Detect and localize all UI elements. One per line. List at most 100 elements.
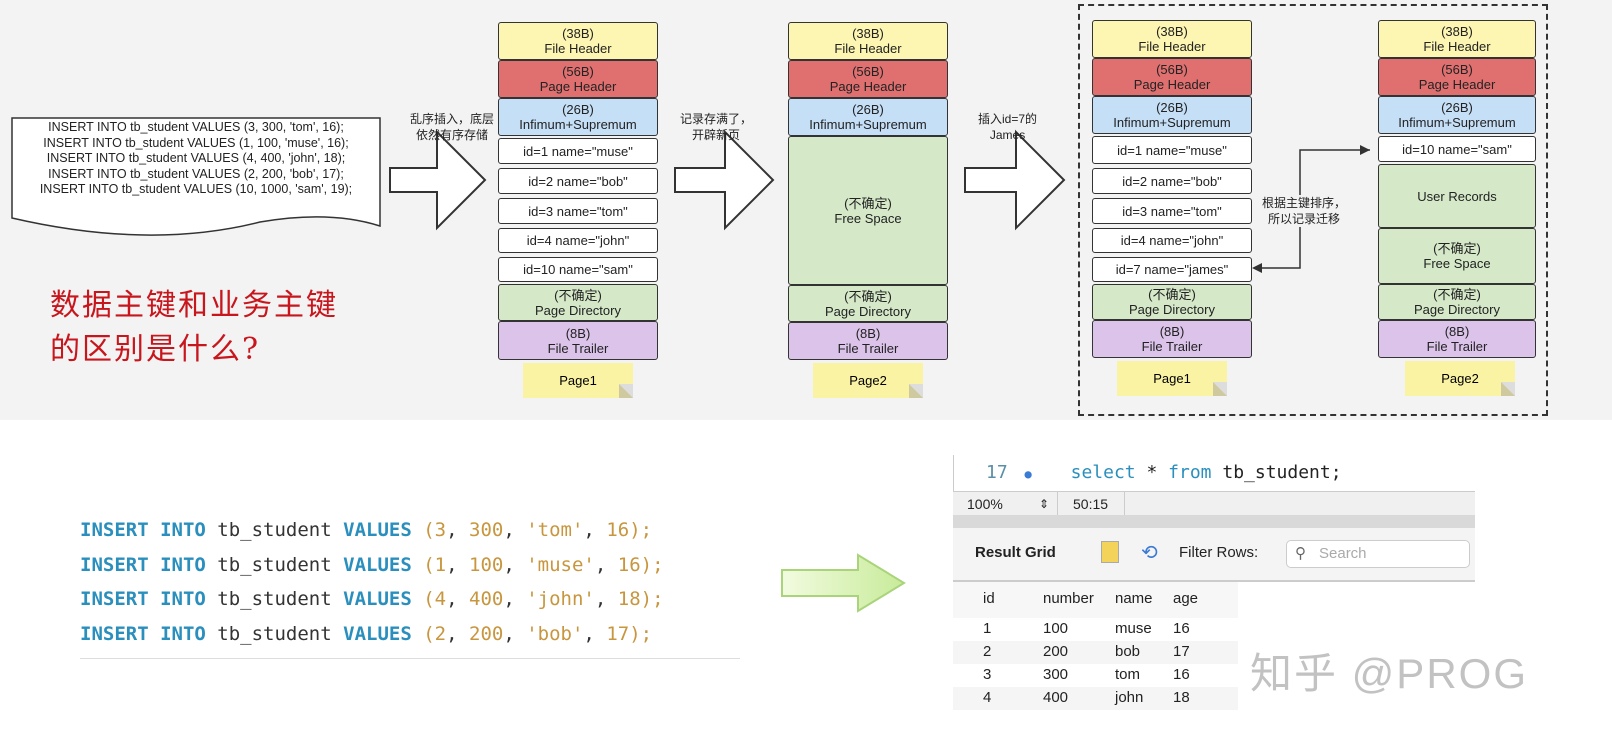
code-token: 2 (434, 622, 447, 645)
zoom-stepper-icon[interactable]: ⇕ (1039, 492, 1059, 516)
code-line: INSERT INTO tb_student VALUES (2, 200, '… (80, 617, 740, 652)
free-block: (不确定) Free Space (788, 136, 948, 285)
trailer-block: (8B) File Trailer (1092, 320, 1252, 358)
column-header: number (1043, 590, 1094, 607)
free-block: User Records (1378, 164, 1536, 228)
code-token: INSERT INTO (80, 553, 218, 576)
result-grid-label: Result Grid (975, 544, 1056, 561)
table-cell: 4 (983, 689, 992, 706)
code-token: , (503, 622, 527, 645)
question-line-2: 的区别是什么? (50, 332, 261, 367)
page-note-label: Page1 (1117, 361, 1227, 396)
code-token: , (446, 622, 469, 645)
code-token: 18 (617, 588, 641, 610)
question-title: 数据主键和业务主键 的区别是什么? (50, 284, 338, 372)
sql-insert-document: INSERT INTO tb_student VALUES (3, 300, '… (12, 116, 380, 232)
record-block: id=2 name="bob" (498, 168, 658, 194)
record-block: id=2 name="bob" (1092, 168, 1252, 194)
code-token: 400 (469, 588, 504, 610)
table-cell: john (1115, 689, 1144, 706)
table-row (953, 687, 1238, 710)
table-row (953, 664, 1238, 687)
statement-dot-icon: ● (1024, 467, 1032, 481)
free-block: (不确定) Page Directory (1378, 284, 1536, 320)
record-block: id=7 name="james" (1092, 257, 1252, 282)
code-token: 'tom' (526, 519, 584, 541)
file-header-block: (38B) File Header (1378, 20, 1536, 58)
code-token: 200 (469, 622, 504, 645)
grid-header-row (953, 582, 1238, 619)
refresh-icon[interactable]: ⟲ (1141, 542, 1158, 564)
query-editor[interactable]: 17 ● select * from tb_student; (953, 455, 1476, 491)
search-icon: ⚲ (1295, 545, 1306, 562)
code-token: , (503, 519, 527, 541)
column-header: age (1173, 590, 1199, 607)
table-cell: 400 (1043, 689, 1069, 706)
sql-line: INSERT INTO tb_student VALUES (4, 400, '… (46, 151, 346, 165)
zoom-level[interactable]: 100% (967, 496, 1003, 512)
arrow-3-label: 插入id=7的 James (978, 112, 1038, 142)
table-row (953, 618, 1238, 641)
code-token: VALUES (343, 553, 424, 576)
code-token: INSERT INTO (80, 519, 218, 541)
code-token: ( (423, 553, 435, 576)
table-cell: 18 (1173, 689, 1190, 706)
code-token: 16 (606, 519, 630, 541)
arrow-3 (964, 129, 1066, 231)
query-star: * (1135, 462, 1169, 483)
page-header-block: (56B) Page Header (1378, 58, 1536, 96)
splitter[interactable] (953, 515, 1475, 528)
sql-line: INSERT INTO tb_student VALUES (1, 100, '… (43, 135, 349, 150)
code-token: , (503, 553, 527, 576)
code-token: , (503, 588, 527, 610)
query-keyword-from: from (1168, 462, 1212, 483)
sql-line: INSERT INTO tb_student VALUES (2, 200, '… (48, 166, 344, 181)
table-cell: 200 (1043, 643, 1069, 660)
code-token: 16 (617, 553, 641, 576)
trailer-block: (8B) File Trailer (1378, 320, 1536, 358)
page-note-label: Page2 (1405, 361, 1515, 396)
query-keyword-select: select (1070, 462, 1136, 483)
table-cell: 17 (1173, 643, 1190, 660)
table-cell: bob (1115, 643, 1141, 660)
arrow-1 (389, 129, 487, 231)
file-header-block: (38B) File Header (1092, 20, 1252, 58)
file-header-block: (38B) File Header (498, 22, 658, 60)
table-cell: 3 (983, 666, 992, 683)
record-block: id=10 name="sam" (1378, 136, 1536, 162)
result-toolbar: Result Grid ⟲ Filter Rows: ⚲ Search (953, 528, 1475, 582)
filter-search-input[interactable]: ⚲ Search (1286, 540, 1470, 568)
code-token: 1 (434, 553, 447, 576)
code-token: 300 (469, 519, 504, 541)
code-token: VALUES (343, 622, 424, 645)
page-note-label: Page1 (523, 363, 633, 398)
query-table: tb_student; (1211, 462, 1342, 483)
search-placeholder: Search (1319, 545, 1367, 562)
trailer-block: (8B) File Trailer (788, 322, 948, 360)
code-token: 'bob' (526, 622, 584, 645)
page-header-block: (56B) Page Header (788, 60, 948, 98)
code-token: tb_student (217, 622, 344, 645)
table-cell: muse (1115, 620, 1152, 637)
column-header: id (983, 590, 995, 607)
filter-rows-label: Filter Rows: (1179, 544, 1259, 561)
trailer-block: (8B) File Trailer (498, 321, 658, 360)
green-arrow-icon (781, 553, 906, 613)
record-block: id=4 name="john" (498, 228, 658, 253)
mysql-workbench-panel: 17 ● select * from tb_student; 100% ⇕ 50… (953, 455, 1476, 711)
arrow-2 (674, 129, 775, 231)
grid-view-icon[interactable] (1101, 541, 1119, 563)
record-block: id=1 name="muse" (498, 138, 658, 164)
code-token: VALUES (343, 588, 424, 610)
migrate-label: 根据主键排序， 所以记录迁移 (1262, 195, 1347, 227)
code-token: tb_student (217, 519, 344, 541)
code-token: VALUES (343, 519, 424, 541)
code-token: ); (640, 553, 664, 576)
question-line-1: 数据主键和业务主键 (50, 288, 338, 323)
code-token: , (594, 553, 618, 576)
code-line: INSERT INTO tb_student VALUES (4, 400, '… (80, 582, 740, 617)
table-cell: 100 (1043, 620, 1069, 637)
code-token: 4 (434, 588, 447, 610)
code-token: ); (629, 622, 653, 645)
code-block: INSERT INTO tb_student VALUES (3, 300, '… (80, 510, 740, 659)
